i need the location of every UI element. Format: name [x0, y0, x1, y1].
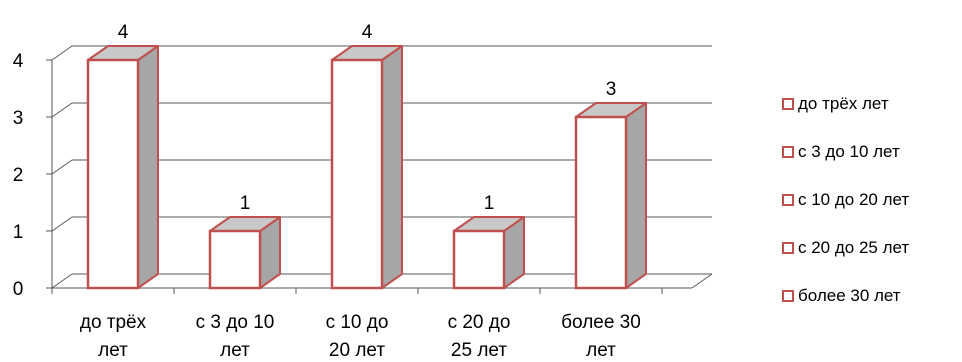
- x-tick-label: 25 лет: [451, 340, 507, 361]
- tick-labels: 0 1 2 3 4 до трёх лет с 3 до 10 лет с 10 до 20 лет…: [13, 51, 641, 361]
- x-tick-label: с 20 до: [448, 312, 511, 333]
- bar: [86, 45, 159, 290]
- y-tick-label: 4: [13, 51, 24, 72]
- gridline-diagonal: [51, 45, 73, 61]
- legend-label: более 30 лет: [798, 286, 901, 305]
- data-label: 1: [484, 193, 495, 214]
- floor-right-edge: [691, 273, 713, 289]
- legend-swatch: [782, 290, 794, 302]
- x-tick-label: с 10 до: [326, 312, 389, 333]
- bar-face: [330, 58, 384, 290]
- data-label: 3: [606, 79, 617, 100]
- bar-face: [86, 58, 140, 290]
- gridline-diagonal: [51, 216, 73, 232]
- bar-side: [625, 102, 647, 289]
- legend: до трёх лет с 3 до 10 лет с 10 до 20 лет…: [782, 80, 960, 320]
- legend-swatch: [782, 98, 794, 110]
- legend-swatch: [782, 146, 794, 158]
- y-tick-label: 1: [13, 222, 24, 243]
- data-label: 4: [362, 22, 373, 43]
- legend-swatch: [782, 242, 794, 254]
- y-tick-label: 2: [13, 165, 24, 186]
- legend-item: до трёх лет: [782, 80, 960, 128]
- data-labels: 4 1 4 1 3: [118, 22, 617, 214]
- legend-swatch: [782, 194, 794, 206]
- x-tick-label: до трёх: [80, 312, 147, 333]
- bars: [86, 45, 647, 290]
- bar: [330, 45, 403, 290]
- legend-label: с 20 до 25 лет: [798, 238, 910, 257]
- legend-item: с 10 до 20 лет: [782, 176, 960, 224]
- y-tick-label: 0: [13, 279, 24, 300]
- legend-item: более 30 лет: [782, 272, 960, 320]
- bar-face: [452, 229, 506, 290]
- gridline-diagonal: [51, 102, 73, 118]
- legend-label: с 10 до 20 лет: [798, 190, 910, 209]
- x-tick-label: лет: [98, 340, 128, 361]
- x-tick-label: 20 лет: [329, 340, 385, 361]
- legend-item: с 20 до 25 лет: [782, 224, 960, 272]
- gridline-diagonal: [51, 273, 73, 289]
- data-label: 1: [240, 193, 251, 214]
- x-tick-label: лет: [586, 340, 616, 361]
- legend-item: с 3 до 10 лет: [782, 128, 960, 176]
- bar: [208, 216, 281, 290]
- bar: [574, 102, 647, 290]
- bar: [452, 216, 525, 290]
- x-tick-label: с 3 до 10: [196, 312, 275, 333]
- y-tick-label: 3: [13, 108, 24, 129]
- x-tick-label: лет: [220, 340, 250, 361]
- legend-label: до трёх лет: [798, 94, 889, 113]
- bar-side: [137, 45, 159, 289]
- bar-face: [574, 115, 628, 290]
- legend-label: с 3 до 10 лет: [798, 142, 900, 161]
- gridline-diagonal: [51, 159, 73, 175]
- x-tick-label: более 30: [561, 312, 641, 333]
- data-label: 4: [118, 22, 129, 43]
- bar-face: [208, 229, 262, 290]
- bar-side: [381, 45, 403, 289]
